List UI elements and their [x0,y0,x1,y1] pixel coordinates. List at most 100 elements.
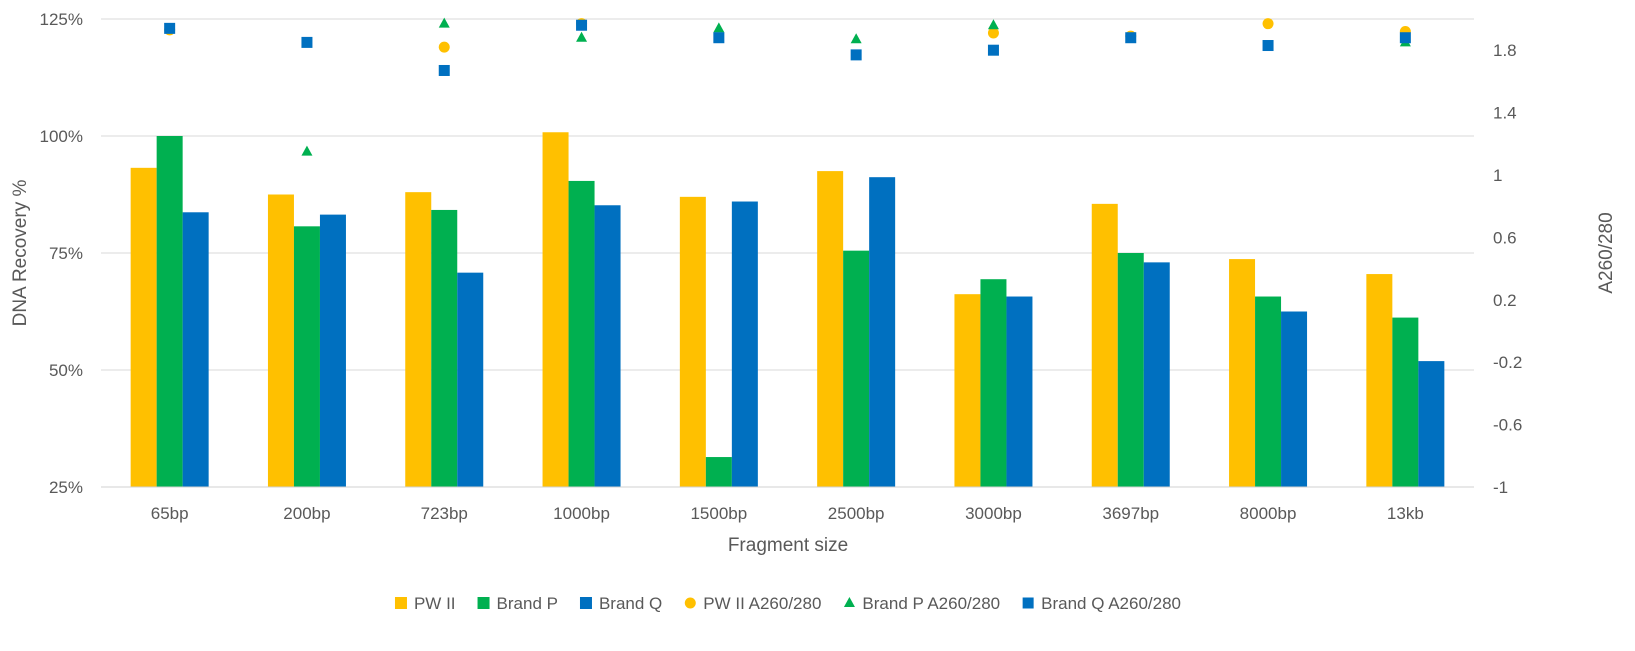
bar [431,209,458,487]
legend-label: PW II [414,594,456,613]
legend-item: PW II A260/280 [684,594,821,613]
bar [182,212,209,487]
bar [679,196,706,487]
bar [980,279,1007,487]
marker-triangle [713,22,725,33]
x-tick-label: 2500bp [828,504,885,523]
bar [1117,253,1144,487]
marker-triangle [301,145,313,156]
y2-tick-label: 1 [1493,166,1502,185]
y2-tick-label: -1 [1493,478,1508,497]
legend-item: Brand P A260/280 [843,594,1000,613]
legend-label: Brand Q A260/280 [1041,594,1181,613]
legend-swatch [477,597,490,609]
bar [1392,317,1419,487]
marker-square [987,44,999,56]
y2-tick-label: -0.2 [1493,353,1522,372]
y2-axis-title: A260/280 [1596,212,1617,293]
legend-item: Brand Q A260/280 [1022,594,1181,613]
marker-triangle [850,33,862,44]
y2-axis-ticks: -1 -0.6 -0.2 0.2 0.6 1 1.4 1.8 [1493,41,1522,497]
bar [1143,262,1170,487]
bar [1229,259,1256,487]
x-tick-label: 65bp [151,504,189,523]
legend: PW II Brand P Brand Q PW II A260/280 Brand P… [394,594,1181,613]
marker-square [1125,32,1137,44]
marker-square [850,49,862,61]
bar [1255,296,1282,487]
bar [731,201,758,487]
y-tick-label: 125% [40,10,83,29]
x-tick-label: 1000bp [553,504,610,523]
bar [817,171,844,487]
y2-tick-label: 0.2 [1493,291,1517,310]
bar [1006,296,1033,487]
marker-triangle [843,597,855,607]
bar [156,136,183,487]
marker-square [164,22,176,34]
x-tick-label: 3000bp [965,504,1022,523]
bar [1091,203,1118,488]
y2-tick-label: -0.6 [1493,416,1522,435]
legend-item: Brand Q [579,594,662,613]
legend-swatch [579,597,592,609]
x-axis-ticks: 65bp 200bp 723bp 1000bp 1500bp 2500bp 3000bp 36… [151,504,1424,523]
y-axis-ticks: 25% 50% 75% 100% 125% [40,10,83,497]
bar [1418,361,1445,487]
bar [457,272,484,487]
marker-square [1262,40,1274,52]
x-tick-label: 3697bp [1102,504,1159,523]
a260-280-markers [164,17,1411,156]
marker-triangle [438,17,450,28]
bar [843,250,870,487]
legend-swatch [394,597,407,609]
legend-item: Brand P [477,594,558,613]
legend-label: Brand P A260/280 [862,594,1000,613]
bar [293,226,320,487]
bar [1281,311,1308,487]
bar [405,192,432,487]
bar [568,180,595,488]
marker-circle [1262,18,1274,30]
marker-square [438,64,450,76]
legend-label: Brand P [497,594,558,613]
legend-item: PW II [394,594,456,613]
x-axis-title: Fragment size [728,535,848,556]
x-tick-label: 8000bp [1240,504,1297,523]
marker-square [713,32,725,44]
marker-square [576,19,588,31]
marker-square [301,36,313,48]
bar [130,167,157,487]
marker-circle [684,597,696,609]
bar [705,457,732,487]
y-tick-label: 50% [49,361,83,380]
y-tick-label: 75% [49,244,83,263]
bar [267,194,294,487]
legend-label: PW II A260/280 [703,594,821,613]
bar [594,205,621,487]
x-tick-label: 200bp [283,504,330,523]
y-tick-label: 25% [49,478,83,497]
marker-circle [438,41,450,53]
y-tick-label: 100% [40,127,83,146]
y2-tick-label: 1.8 [1493,41,1517,60]
y-axis-title: DNA Recovery % [10,180,31,327]
marker-square [1022,597,1034,609]
x-tick-label: 723bp [421,504,468,523]
y2-tick-label: 0.6 [1493,228,1517,247]
bar [869,177,896,487]
marker-circle [987,27,999,39]
marker-triangle [576,31,588,42]
legend-label: Brand Q [599,594,662,613]
x-tick-label: 1500bp [690,504,747,523]
y2-tick-label: 1.4 [1493,104,1517,123]
marker-triangle [987,19,999,30]
bar [954,294,981,487]
bar [1366,274,1393,487]
bar [542,132,569,488]
bar [319,214,346,487]
x-tick-label: 13kb [1387,504,1424,523]
bars [130,132,1445,488]
marker-square [1399,32,1411,44]
